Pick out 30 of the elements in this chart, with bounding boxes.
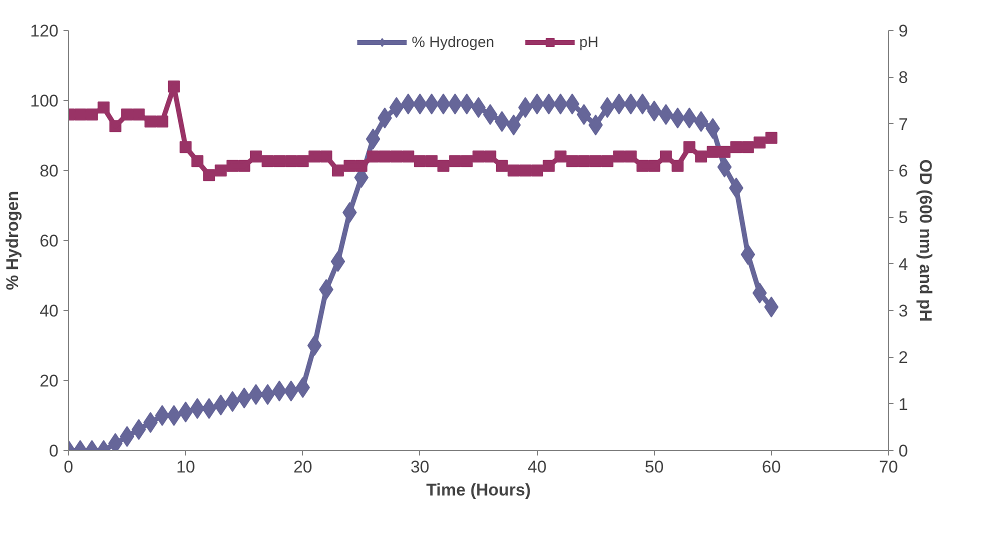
y-tick-label: 60	[40, 232, 59, 250]
x-tick-label: 40	[528, 458, 547, 476]
y-tick-label: 120	[30, 22, 59, 40]
y2-tick-label: 4	[898, 254, 908, 274]
y2-tick-label: 3	[898, 302, 908, 320]
x-tick-label: 0	[64, 458, 74, 476]
y-tick-label: 0	[49, 442, 59, 460]
x-tick-label: 70	[879, 458, 898, 476]
y-tick-label: 20	[40, 372, 59, 390]
x-axis-title: Time (Hours)	[426, 480, 531, 500]
legend-label: % Hydrogen	[412, 34, 494, 50]
y-tick-label: 40	[40, 302, 59, 320]
y2-tick-label: 9	[898, 22, 908, 40]
x-tick-label: 30	[410, 458, 430, 476]
y2-tick-label: 0	[898, 442, 908, 460]
x-tick-label: 60	[762, 458, 781, 476]
y2-tick-label: 5	[898, 208, 908, 228]
y2-axis-title: OD (600 nm) and pH	[916, 159, 935, 322]
y-tick-label: 100	[30, 92, 59, 110]
x-tick-label: 20	[293, 458, 312, 476]
x-tick-label: 10	[176, 458, 196, 476]
y2-tick-label: 7	[898, 114, 908, 134]
y2-tick-label: 2	[898, 348, 908, 368]
y-axis-title: % Hydrogen	[3, 190, 22, 290]
y2-tick-label: 8	[898, 68, 908, 88]
y2-tick-label: 1	[898, 394, 908, 414]
x-tick-label: 50	[644, 458, 664, 476]
y2-tick-label: 6	[898, 162, 908, 180]
legend-label: pH	[579, 34, 600, 50]
y-tick-label: 80	[40, 162, 59, 180]
